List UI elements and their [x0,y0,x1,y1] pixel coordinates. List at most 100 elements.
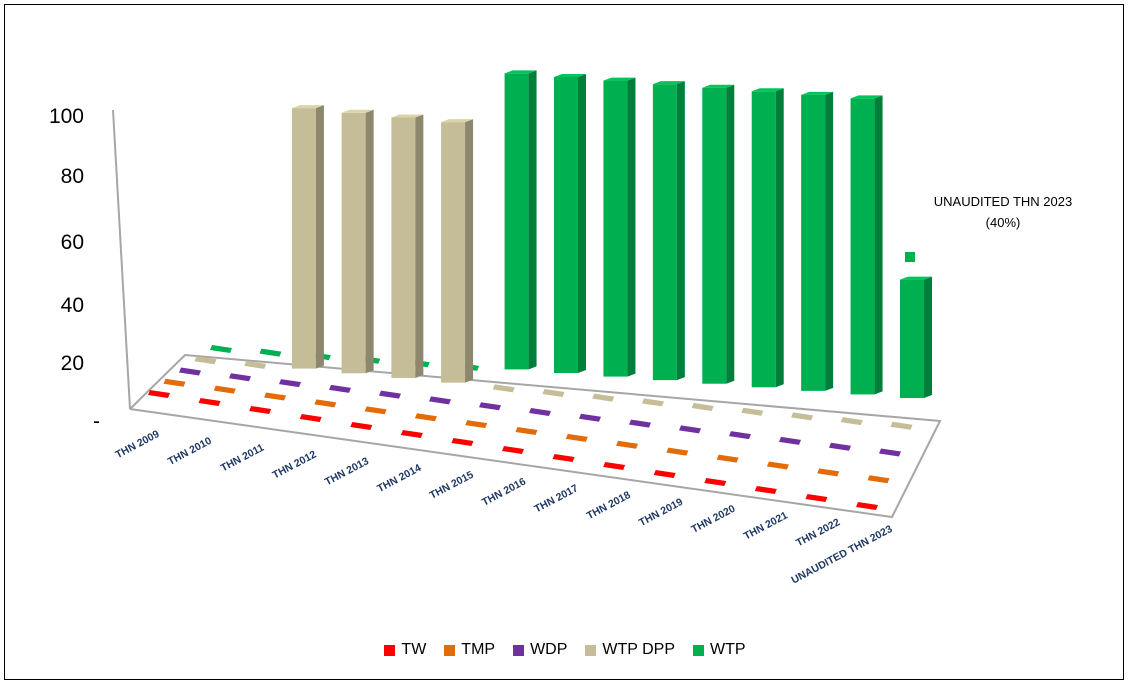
bar-tmp [364,406,387,415]
bar-wdp [429,396,451,405]
bar-wtp-dpp [291,105,324,369]
bar-wtp-dpp [641,398,664,407]
bar-wtp [900,276,932,398]
bar-tw [299,414,322,422]
y-tick-label: 80 [61,165,84,188]
bar-tmp [766,461,789,470]
legend-swatch [513,644,525,656]
legend-swatch [693,644,705,656]
bar-tw [603,462,626,470]
bar-wtp [801,91,834,391]
bar-tw [198,398,221,406]
chart-axes [112,109,942,519]
bar-wdp [879,448,901,457]
bar-wdp [679,425,701,434]
annotation-marker [905,252,915,262]
y-tick-label: 60 [61,231,84,254]
legend-label: WTP [710,641,746,658]
bar-wtp-dpp [441,119,474,383]
bar-wdp [529,408,551,416]
y-axis-wall [112,109,131,410]
legend-label: TMP [461,641,496,658]
bar-tw [552,454,575,462]
x-tick-label: THN 2010 [166,435,214,468]
bar-wdp [779,436,801,445]
annotation-line-2: (40%) [986,215,1021,230]
x-tick-labels: THN 2009 THN 2010 THN 2011 THN 2012 THN 2013… [114,428,895,587]
x-tick-label: THN 2011 [219,442,267,475]
bar-tmp [264,392,287,401]
bar-wtp-dpp [244,360,267,369]
legend-swatch [384,644,396,656]
bar-wdp [379,390,401,399]
bar-wtp-dpp [391,114,424,378]
bar-tw [451,438,474,446]
legend-label: TW [401,641,427,658]
bar-wtp [652,81,685,381]
bar-wtp [702,84,735,384]
bar-tw [704,478,727,486]
bar-tw [653,470,676,478]
bar-wtp [603,77,636,377]
annotation: UNAUDITED THN 2023 (40%) [905,194,1072,262]
y-tick-label: 100 [49,105,84,128]
bar-wdp [829,442,851,451]
bar-wtp [504,70,537,370]
bar-wdp [629,419,651,428]
legend-item-tmp: TMP [444,641,495,659]
legend: TW TMP WDP WTP DPP WTP [0,641,1130,659]
bar-wtp [259,348,282,357]
bar-tmp [465,420,488,429]
bar-tmp [867,475,890,484]
bar-tmp [314,399,337,408]
bar-wtp-dpp [890,421,913,430]
bar-wtp [210,345,232,353]
bar-wtp-dpp [492,384,515,393]
bar-tmp [666,447,689,456]
legend-item-wtp-dpp: WTP DPP [585,641,675,659]
bar-tmp [565,433,588,442]
bar-tmp [616,440,639,449]
legend-item-wdp: WDP [513,641,567,659]
x-tick-label: THN 2012 [271,448,319,481]
y-tick-label: - [93,410,100,433]
y-tick-label: 20 [61,352,84,375]
x-tick-label: THN 2014 [375,462,423,495]
bar-wdp [729,431,751,440]
annotation-line-1: UNAUDITED THN 2023 [934,194,1072,209]
x-tick-label: THN 2009 [114,428,162,461]
legend-swatch [444,644,456,656]
y-tick-labels: - 20 40 60 80 100 [49,105,100,433]
x-tick-label: THN 2021 [742,509,790,542]
bar-tw [350,422,373,430]
bar-wtp-dpp [840,417,863,426]
x-tick-label: THN 2013 [323,455,371,488]
bar-tw [502,446,524,454]
bar-series [148,70,932,510]
bar-wtp [850,95,883,395]
x-tick-label: THN 2020 [689,503,737,536]
bar-wtp-dpp [741,407,764,416]
bar-wtp-dpp [791,412,814,421]
bar-tw [754,486,777,494]
bar-wdp [579,413,601,422]
bar-tmp [414,413,437,422]
legend-swatch [585,644,597,656]
bar-wtp-dpp [194,356,217,365]
bar-tw [805,494,828,502]
bar-wdp [329,384,351,393]
bar-wtp [751,88,784,388]
bar-wtp-dpp [691,403,714,412]
bar-wtp-dpp [341,109,374,374]
bar-tw [249,406,272,414]
x-tick-label: THN 2022 [794,516,842,549]
y-tick-label: 40 [61,294,84,317]
bar-tw [148,390,170,398]
bar-tmp [213,385,236,394]
bar-wtp-dpp [592,393,615,402]
bar-wdp [479,402,501,411]
legend-item-tw: TW [384,641,426,659]
x-tick-label: THN 2016 [480,475,528,508]
x-tick-label: THN 2019 [637,496,685,529]
